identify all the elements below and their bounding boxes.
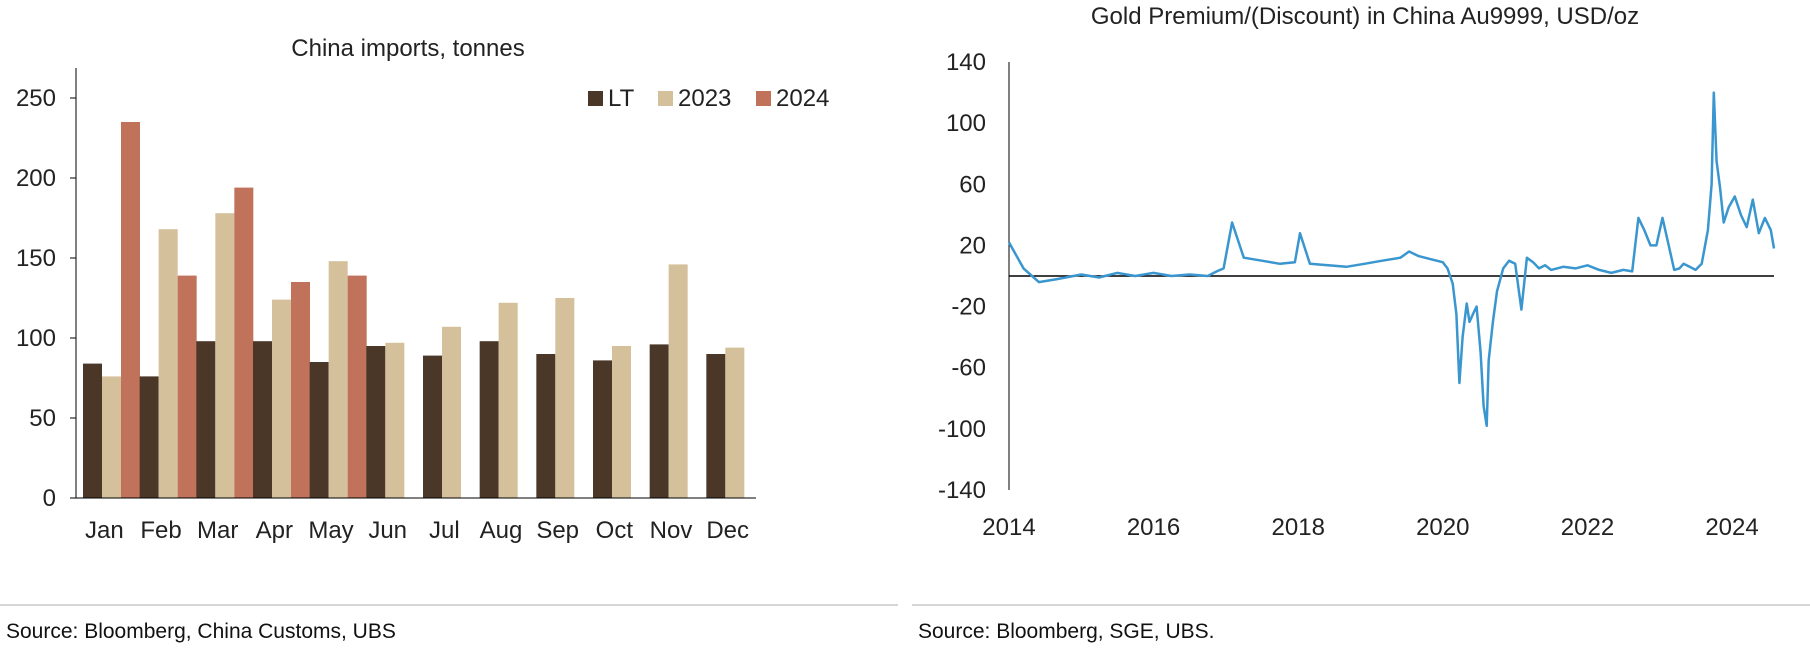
legend-swatch-LT (588, 91, 603, 106)
x-tick-label: Jan (85, 517, 124, 544)
y-tick-label: 200 (16, 165, 56, 192)
chart-title: Gold Premium/(Discount) in China Au9999,… (1091, 3, 1639, 30)
x-tick-label: Oct (596, 517, 634, 544)
bar-LT-Feb (139, 376, 159, 498)
legend-swatch-2023 (658, 91, 673, 106)
y-tick-label: 0 (43, 485, 56, 512)
x-tick-label: Dec (706, 517, 749, 544)
bar-2023-Jun (385, 342, 405, 498)
premium-line (1007, 91, 1776, 428)
bar-2023-Jan (102, 376, 121, 498)
y-tick-label: 100 (16, 325, 56, 352)
y-tick-label: 140 (946, 49, 986, 76)
x-tick-label: 2016 (1127, 514, 1180, 541)
bar-LT-May (309, 362, 329, 498)
x-tick-label: Apr (256, 517, 293, 544)
bar-LT-Aug (479, 341, 499, 498)
x-tick-label: Jul (429, 517, 460, 544)
source-note: Source: Bloomberg, China Customs, UBS (6, 620, 396, 643)
bar-LT-Mar (196, 341, 216, 498)
x-tick-label: Nov (650, 517, 693, 544)
bar-LT-Oct (593, 360, 612, 498)
gold-premium-panel: Gold Premium/(Discount) in China Au9999,… (912, 0, 1810, 654)
x-tick-label: Mar (197, 517, 238, 544)
chart-title: China imports, tonnes (291, 35, 524, 62)
x-tick-label: Jun (368, 517, 407, 544)
y-tick-label: -100 (938, 416, 986, 443)
x-tick-label: 2018 (1272, 514, 1325, 541)
x-tick-label: May (308, 517, 353, 544)
bar-LT-Nov (649, 344, 669, 498)
bar-2023-Aug (498, 302, 518, 498)
bar-2024-Jan (121, 122, 140, 498)
x-tick-label: 2020 (1416, 514, 1469, 541)
bar-LT-Jan (83, 363, 102, 498)
y-tick-label: 250 (16, 85, 56, 112)
x-tick-label: Aug (480, 517, 523, 544)
source-note: Source: Bloomberg, SGE, UBS. (918, 620, 1215, 643)
bar-2023-Sep (555, 298, 575, 498)
y-tick-label: -140 (938, 477, 986, 504)
bar-LT-Jul (423, 355, 442, 498)
china-imports-panel: China imports, tonnes 0 50 100 150 200 250 Jan F… (0, 0, 900, 654)
source-divider (912, 604, 1810, 606)
y-tick-label: 20 (959, 232, 986, 259)
bar-LT-Jun (366, 346, 386, 498)
y-tick-label: -20 (951, 294, 986, 321)
legend-label-2024: 2024 (776, 85, 829, 112)
bar-2024-Mar (234, 187, 254, 498)
legend-swatch-2024 (756, 91, 771, 106)
x-tick-label: Feb (140, 517, 181, 544)
bar-2023-Mar (215, 213, 235, 498)
x-tick-label: 2022 (1561, 514, 1614, 541)
bar-LT-Apr (253, 341, 272, 498)
bar-2024-Apr (291, 282, 310, 498)
x-tick-label: 2024 (1705, 514, 1758, 541)
china-imports-chart: China imports, tonnes 0 50 100 150 200 250 Jan F… (16, 35, 829, 544)
legend-label-2023: 2023 (678, 85, 731, 112)
bar-2024-Feb (177, 275, 197, 498)
y-tick-label: 100 (946, 110, 986, 137)
gold-premium-chart: Gold Premium/(Discount) in China Au9999,… (938, 3, 1776, 541)
y-tick-label: 150 (16, 245, 56, 272)
source-divider (0, 604, 898, 606)
bar-2023-Jul (442, 326, 461, 498)
bar-2023-Apr (272, 299, 291, 498)
bar-2023-Nov (668, 264, 688, 498)
bar-2023-Dec (725, 347, 745, 498)
bar-2023-May (328, 261, 348, 498)
y-tick-label: 50 (29, 405, 56, 432)
y-tick-label: -60 (951, 355, 986, 382)
x-tick-label: Sep (536, 517, 579, 544)
x-tick-label: 2014 (982, 514, 1035, 541)
bar-LT-Dec (706, 354, 726, 498)
bar-2024-May (347, 275, 367, 498)
bar-2023-Feb (158, 229, 178, 498)
y-tick-label: 60 (959, 171, 986, 198)
bar-2023-Oct (612, 346, 631, 498)
bar-LT-Sep (536, 354, 556, 498)
legend-label-LT: LT (608, 85, 635, 112)
